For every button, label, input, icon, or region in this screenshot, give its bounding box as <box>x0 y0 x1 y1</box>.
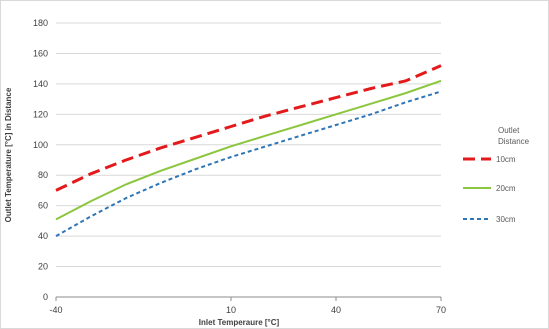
legend-label-30cm: 30cm <box>496 215 516 224</box>
y-tick-label: 60 <box>38 201 48 211</box>
y-tick-label: 0 <box>43 292 48 302</box>
y-tick-label: 140 <box>33 79 48 89</box>
legend-title: Outlet <box>498 126 520 135</box>
x-tick-label: 10 <box>226 305 236 315</box>
y-tick-label: 100 <box>33 140 48 150</box>
x-tick-label: 70 <box>436 305 446 315</box>
y-tick-label: 80 <box>38 170 48 180</box>
legend-label-20cm: 20cm <box>496 184 516 193</box>
x-tick-label: 40 <box>331 305 341 315</box>
y-tick-label: 120 <box>33 109 48 119</box>
gridlines <box>56 22 441 298</box>
x-tick-label: -40 <box>49 305 62 315</box>
x-axis-ticks: -40 10 40 70 <box>49 297 446 315</box>
y-axis-ticks: 0 20 40 60 80 100 120 140 160 180 <box>33 18 48 302</box>
y-tick-label: 20 <box>38 262 48 272</box>
legend-label-10cm: 10cm <box>496 155 516 164</box>
series-line-20cm <box>55 79 442 221</box>
series-lines <box>55 64 442 237</box>
series-line-30cm <box>55 90 442 237</box>
y-tick-label: 180 <box>33 18 48 28</box>
y-tick-label: 40 <box>38 231 48 241</box>
series-line-10cm <box>55 64 442 192</box>
x-axis-title: Inlet Temperaure [°C] <box>199 318 280 327</box>
y-axis-title: Outlet Temperature [°C] in Distance <box>4 87 13 222</box>
legend: Outlet Distance 10cm 20cm 30cm <box>463 126 530 224</box>
legend-title: Distance <box>498 137 530 146</box>
y-tick-label: 160 <box>33 48 48 58</box>
